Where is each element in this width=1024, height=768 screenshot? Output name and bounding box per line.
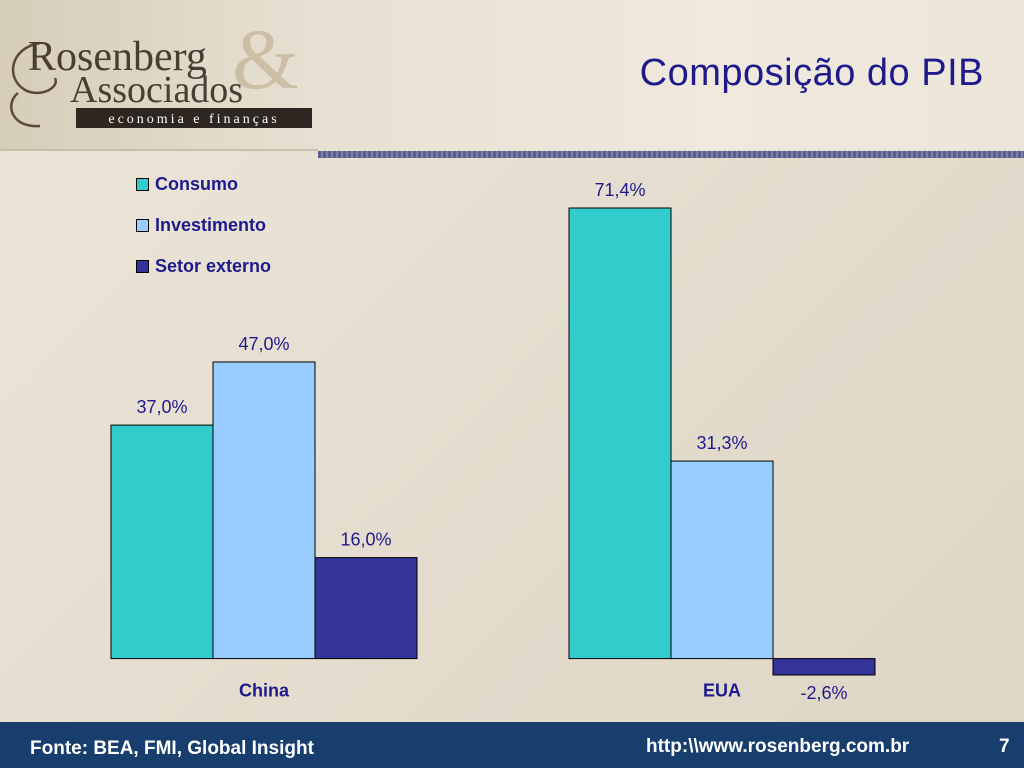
bar-eua-consumo <box>568 207 672 660</box>
category-label: China <box>239 681 290 701</box>
data-label: 16,0% <box>340 530 391 550</box>
chart-legend: Consumo Investimento Setor externo <box>136 164 271 287</box>
bar-china-investimento <box>212 361 316 660</box>
header-divider-left <box>0 149 318 151</box>
logo-tagline: economia e finanças <box>108 112 279 127</box>
logo-rosenberg: Rosenberg <box>28 34 207 80</box>
data-label: 37,0% <box>136 397 187 417</box>
footer-source: Fonte: BEA, FMI, Global Insight <box>30 738 314 759</box>
legend-swatch <box>136 260 149 273</box>
data-label: 71,4% <box>594 180 645 200</box>
footer-page-number: 7 <box>999 736 1010 757</box>
logo-tagline-bar <box>76 108 312 128</box>
data-label: 47,0% <box>238 334 289 354</box>
legend-item: Consumo <box>136 164 271 205</box>
gdp-composition-chart: 37,0% 47,0% 16,0% China 71,4% 31,3% -2,6% EUA <box>110 180 876 703</box>
logo-associados: Associados <box>70 69 243 111</box>
company-logo: & Rosenberg Associados economia e finanç… <box>10 18 312 128</box>
data-label: 31,3% <box>696 433 747 453</box>
legend-item: Setor externo <box>136 246 271 287</box>
bar-eua-investimento <box>670 460 774 660</box>
footer-bar: Fonte: BEA, FMI, Global Insight http:\\w… <box>0 722 1024 768</box>
footer-url-link[interactable]: http:\\www.rosenberg.com.br <box>646 736 910 757</box>
legend-label: Investimento <box>155 215 267 235</box>
category-label: EUA <box>703 681 741 701</box>
data-label: -2,6% <box>800 683 847 703</box>
legend-label: Setor externo <box>155 256 272 276</box>
header-divider <box>318 151 1024 158</box>
bar-china-setor-externo <box>314 557 418 660</box>
bar-china-consumo <box>110 424 214 660</box>
legend-swatch <box>136 178 149 191</box>
logo-ampersand: & <box>232 18 299 107</box>
legend-swatch <box>136 219 149 232</box>
bar-eua-setor-externo <box>772 658 876 676</box>
page-title: Composição do PIB <box>639 52 984 94</box>
legend-label: Consumo <box>155 174 238 194</box>
logo-swash <box>10 41 57 128</box>
legend-item: Investimento <box>136 205 271 246</box>
